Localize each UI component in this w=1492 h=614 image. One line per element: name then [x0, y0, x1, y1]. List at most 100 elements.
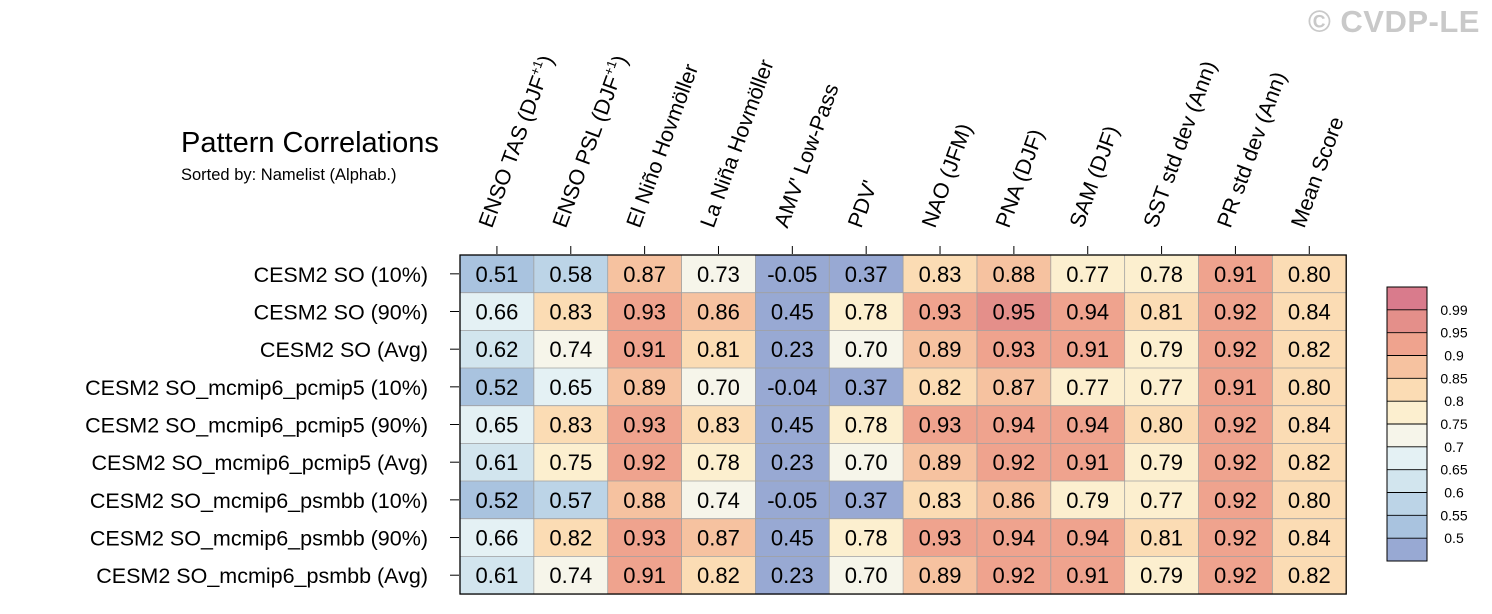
heatmap-cell [829, 368, 904, 407]
cell-value-label: 0.81 [1140, 300, 1183, 325]
heatmap-cell [1050, 405, 1126, 444]
heatmap-cell [533, 330, 609, 369]
cell-value-label: 0.91 [1066, 337, 1109, 362]
heatmap-cell [607, 481, 683, 520]
cell-value-label: 0.87 [697, 526, 740, 551]
heatmap-cell [1272, 556, 1347, 595]
heatmap-cell [755, 556, 830, 595]
colorbar-swatch [1387, 378, 1427, 402]
cell-value-label: 0.93 [623, 300, 666, 325]
cell-value-label: 0.83 [919, 262, 962, 287]
colorbar-swatch [1387, 287, 1427, 311]
cell-value-label: 0.91 [1066, 450, 1109, 475]
heatmap-cell [533, 255, 609, 294]
heatmap-cell [829, 443, 904, 482]
colorbar-swatch [1387, 424, 1427, 448]
cell-value-label: 0.79 [1140, 563, 1183, 588]
cell-value-label: 0.80 [1288, 375, 1331, 400]
row-labels: CESM2 SO (10%) CESM2 SO (90%) CESM2 SO (Av… [85, 263, 459, 588]
cell-value-label: 0.23 [771, 563, 814, 588]
cell-value-label: 0.92 [992, 563, 1035, 588]
heatmap-cell [607, 405, 683, 444]
colorbar-label: 0.7 [1444, 439, 1464, 455]
colorbar: 0.99 0.95 0.9 0.85 0.8 0.75 0.7 0.65 0.6 0.55 0.5 [1386, 286, 1468, 562]
heatmap-cell [460, 405, 535, 444]
cell-value-label: 0.70 [845, 337, 888, 362]
cell-value-label: 0.77 [1066, 375, 1109, 400]
heatmap-cell [533, 405, 609, 444]
colorbar-swatch [1387, 355, 1427, 379]
heatmap-cell [976, 556, 1052, 595]
column-label: AMV' Low-Pass [769, 81, 843, 231]
cell-value-label: 0.91 [623, 563, 666, 588]
cell-value-label: 0.66 [476, 526, 519, 551]
heatmap-cell [903, 292, 978, 331]
cell-value-label: 0.93 [623, 413, 666, 438]
cell-value-label: 0.84 [1288, 300, 1331, 325]
heatmap-cell [1272, 443, 1347, 482]
cell-value-label: 0.93 [919, 300, 962, 325]
colorbar-label: 0.8 [1444, 393, 1464, 409]
heatmap-cell [1198, 292, 1273, 331]
cell-value-label: 0.92 [1214, 450, 1257, 475]
row-label: CESM2 SO_mcmip6_pcmip5 (Avg) [91, 451, 428, 475]
heatmap-cell [1272, 368, 1347, 407]
cell-value-label: 0.70 [845, 563, 888, 588]
heatmap-cell [1124, 481, 1199, 520]
heatmap-cell [1198, 518, 1273, 557]
column-label: PR std dev (Ann) [1213, 69, 1292, 231]
heatmap-cell [829, 255, 904, 294]
cell-value-label: 0.79 [1066, 488, 1109, 513]
heatmap-cell [755, 518, 830, 557]
colorbar-swatch [1387, 401, 1427, 425]
cell-value-label: 0.91 [623, 337, 666, 362]
cell-value-label: 0.77 [1140, 375, 1183, 400]
heatmap-cell [1198, 443, 1273, 482]
heatmap-cell [533, 292, 609, 331]
heatmap-cell [1050, 481, 1126, 520]
heatmap-cell [1198, 368, 1273, 407]
cell-value-label: 0.79 [1140, 450, 1183, 475]
cell-value-label: 0.92 [623, 450, 666, 475]
heatmap-cell [755, 405, 830, 444]
heatmap-cell [755, 292, 830, 331]
heatmap-cell [829, 481, 904, 520]
heatmap-cell [1272, 292, 1347, 331]
cell-value-label: 0.93 [919, 526, 962, 551]
heatmap-cell [1124, 518, 1199, 557]
cell-value-label: 0.66 [476, 300, 519, 325]
heatmap-cell [1050, 255, 1126, 294]
cell-value-label: 0.92 [1214, 563, 1257, 588]
heatmap-cell [755, 443, 830, 482]
heatmap-cell [976, 443, 1052, 482]
heatmap-cell [976, 255, 1052, 294]
heatmap-cell [681, 368, 756, 407]
heatmap-cell [607, 556, 683, 595]
cell-value-label: 0.78 [697, 450, 740, 475]
cell-value-label: 0.92 [1214, 526, 1257, 551]
cell-value-label: 0.92 [1214, 300, 1257, 325]
cell-value-label: 0.83 [549, 300, 592, 325]
cell-value-label: 0.94 [992, 526, 1035, 551]
heatmap-cell [1050, 518, 1126, 557]
column-label: NAO (JFM) [917, 120, 977, 230]
heatmap-cell [976, 518, 1052, 557]
heatmap-cells [460, 255, 1347, 595]
cell-value-label: 0.75 [549, 450, 592, 475]
cell-value-label: 0.70 [697, 375, 740, 400]
cell-value-label: 0.81 [697, 337, 740, 362]
chart-title: Pattern Correlations [181, 127, 439, 159]
cell-value-label: 0.57 [549, 488, 592, 513]
cell-value-label: 0.74 [549, 337, 592, 362]
heatmap-cell [460, 330, 535, 369]
cell-value-label: 0.74 [549, 563, 592, 588]
cell-value-label: 0.86 [697, 300, 740, 325]
heatmap-cell [681, 292, 756, 331]
heatmap-cell [681, 481, 756, 520]
heatmap-cell [903, 405, 978, 444]
copyright-watermark: © CVDP-LE [1307, 4, 1480, 39]
row-label: CESM2 SO_mcmip6_psmbb (10%) [90, 489, 428, 513]
cell-value-label: 0.93 [992, 337, 1035, 362]
heatmap-cell [1050, 556, 1126, 595]
